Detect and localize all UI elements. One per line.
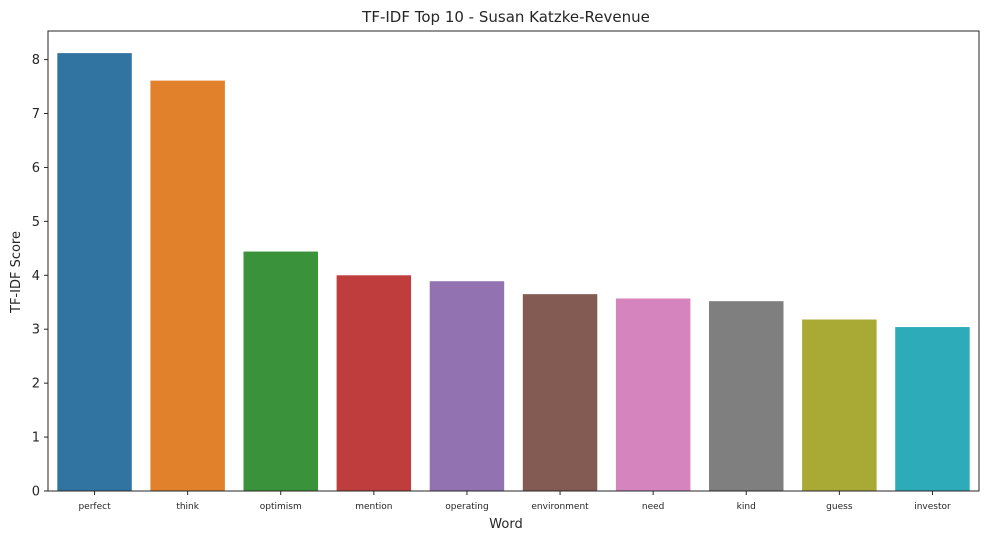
x-tick-label: operating: [445, 502, 488, 512]
bar-perfect: [57, 53, 132, 491]
bar-environment: [522, 294, 598, 491]
bar-operating: [429, 281, 505, 491]
x-axis-ticks: perfect think optimism mention operating envi…: [78, 491, 951, 512]
y-tick-label: 4: [32, 269, 40, 284]
bar-need: [615, 298, 691, 491]
plot-frame: [47, 30, 980, 492]
y-axis-ticks: 0 1 2 3 4 5 6 7 8: [32, 53, 48, 500]
x-tick-label: kind: [737, 502, 756, 512]
y-axis-label: TF-IDF Score: [9, 231, 24, 314]
chart-title: TF-IDF Top 10 - Susan Katzke-Revenue: [361, 8, 650, 26]
y-tick-label: 1: [32, 431, 40, 446]
x-axis-label: Word: [489, 517, 522, 532]
bar-investor: [895, 327, 970, 491]
x-tick-label: optimism: [260, 502, 302, 512]
x-tick-label: perfect: [78, 502, 111, 512]
x-tick-label: mention: [355, 502, 392, 512]
y-tick-label: 3: [32, 323, 40, 338]
bars-group: [57, 53, 970, 491]
x-tick-label: need: [642, 502, 665, 512]
y-tick-label: 5: [32, 215, 40, 230]
bar-mention: [336, 275, 412, 491]
x-tick-label: think: [176, 502, 199, 512]
x-tick-label: guess: [826, 502, 853, 512]
y-tick-label: 0: [32, 485, 40, 500]
y-tick-label: 8: [32, 53, 40, 68]
y-tick-label: 6: [32, 161, 40, 176]
x-tick-label: investor: [914, 502, 951, 512]
y-tick-label: 7: [32, 107, 40, 122]
x-tick-label: environment: [531, 502, 589, 512]
bar-think: [150, 80, 225, 491]
bar-kind: [709, 301, 784, 491]
bar-optimism: [243, 251, 318, 491]
bar-guess: [802, 319, 877, 491]
y-tick-label: 2: [32, 377, 40, 392]
